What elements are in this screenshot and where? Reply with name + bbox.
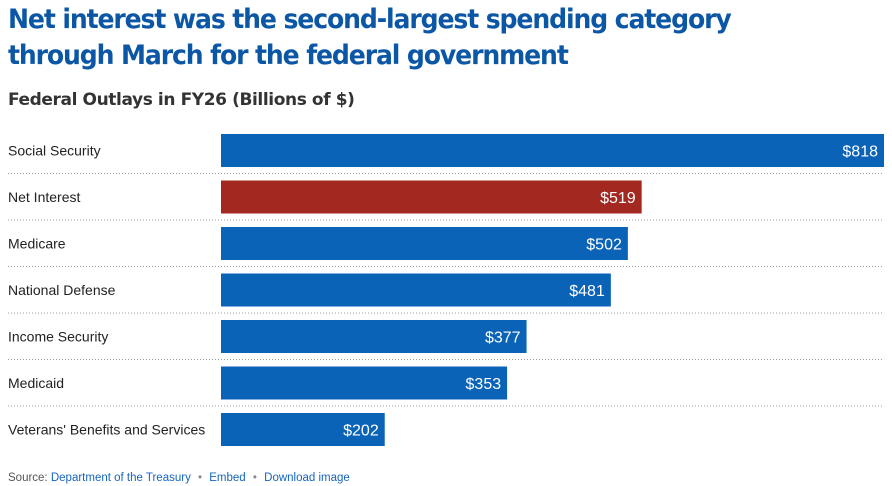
value-label: $377 (485, 330, 521, 347)
chart-title: Net interest was the second-largest spen… (8, 4, 732, 71)
bar (221, 413, 385, 446)
source-link[interactable]: Department of the Treasury (50, 472, 191, 484)
separator-dot: • (252, 472, 257, 484)
source-label: Source: (8, 472, 48, 484)
bar (221, 320, 527, 353)
value-label: $481 (569, 283, 605, 300)
bar-chart: Social Security $818 Net Interest $519 Medic… (8, 134, 884, 446)
embed-link[interactable]: Embed (209, 472, 246, 484)
bar (221, 273, 611, 307)
category-label: National Defense (8, 282, 116, 298)
value-label: $502 (586, 237, 622, 254)
category-label: Income Security (8, 329, 108, 345)
bar (221, 227, 628, 260)
value-label: $353 (466, 376, 502, 393)
chart-footer: Source: Department of the Treasury • Emb… (8, 472, 350, 484)
chart-subtitle: Federal Outlays in FY26 (Billions of $) (8, 90, 355, 110)
bar (221, 366, 508, 400)
category-label: Social Security (8, 143, 101, 159)
value-label: $818 (842, 144, 878, 161)
separator-dot: • (198, 472, 203, 484)
value-label: $519 (600, 190, 636, 207)
value-label: $202 (343, 423, 379, 440)
category-label: Medicare (8, 236, 66, 252)
category-label: Net Interest (8, 189, 80, 205)
category-label: Veterans' Benefits and Services (8, 422, 205, 438)
download-image-link[interactable]: Download image (264, 472, 350, 484)
bar (221, 134, 884, 167)
category-label: Medicaid (8, 375, 64, 391)
bar (221, 180, 642, 214)
